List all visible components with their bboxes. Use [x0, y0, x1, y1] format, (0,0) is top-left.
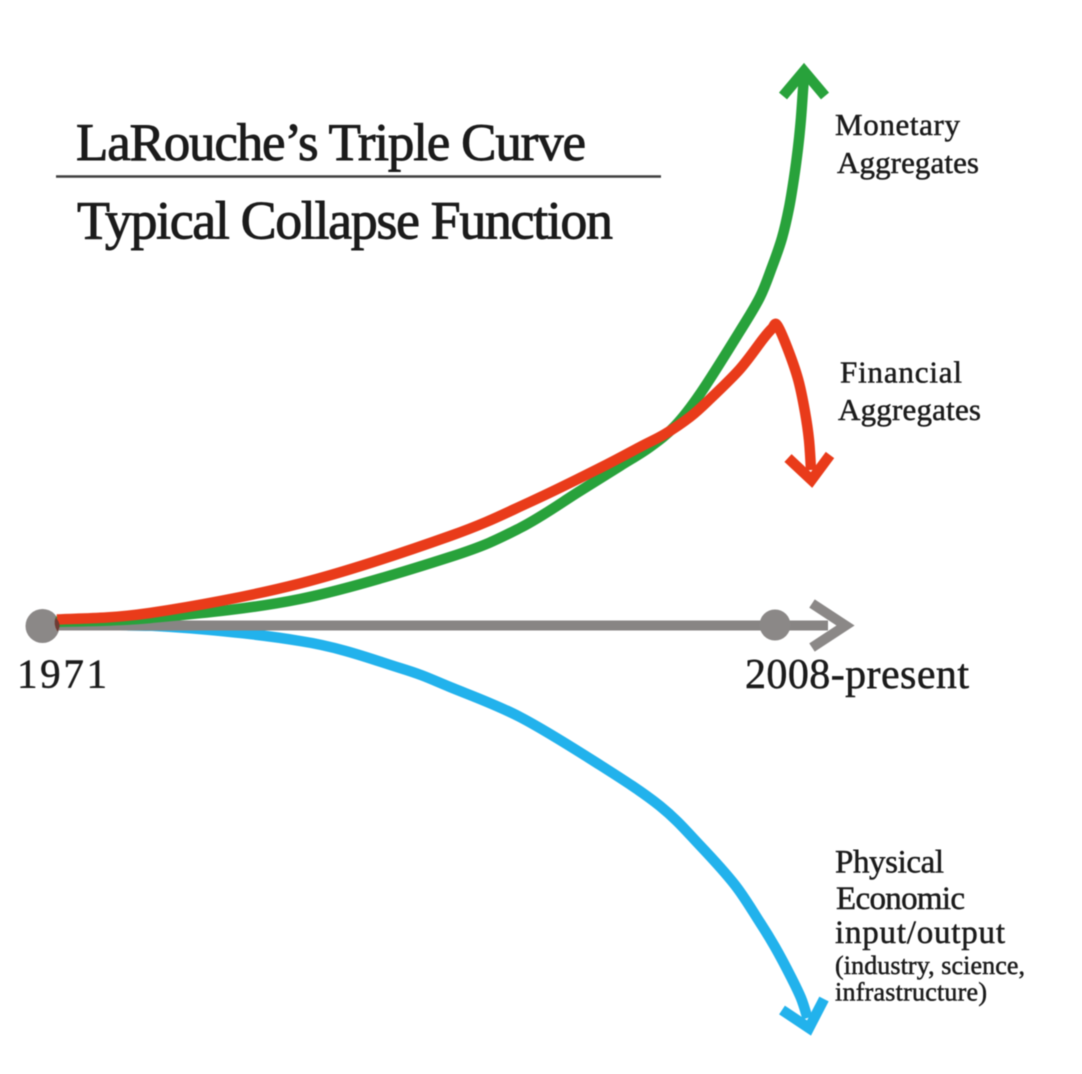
svg-text:1971: 1971: [17, 651, 107, 697]
svg-text:Monetary: Monetary: [835, 107, 961, 142]
svg-text:input/output: input/output: [835, 915, 1005, 951]
svg-text:Aggregates: Aggregates: [837, 145, 979, 180]
svg-text:LaRouche’s Triple Curve: LaRouche’s Triple Curve: [76, 114, 586, 172]
svg-text:(industry, science,: (industry, science,: [835, 951, 1025, 980]
svg-text:infrastructure): infrastructure): [835, 978, 987, 1007]
svg-text:Typical Collapse Function: Typical Collapse Function: [77, 190, 613, 250]
svg-text:Economic: Economic: [836, 881, 965, 917]
svg-text:Financial: Financial: [840, 355, 962, 390]
svg-text:2008-present: 2008-present: [745, 652, 969, 698]
svg-text:Physical: Physical: [835, 845, 944, 881]
svg-text:Aggregates: Aggregates: [838, 392, 981, 427]
